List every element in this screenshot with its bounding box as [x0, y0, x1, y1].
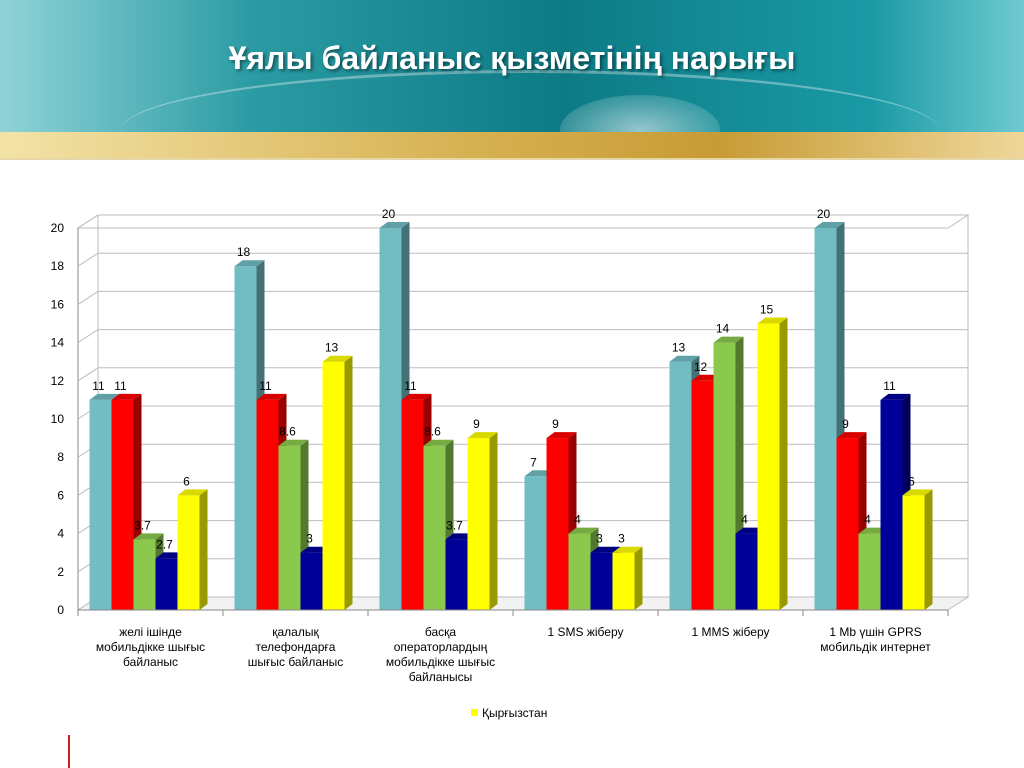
- header-band-line: [0, 158, 1024, 160]
- data-label: 4: [864, 513, 871, 527]
- data-label: 8.6: [424, 425, 441, 439]
- data-label: 15: [760, 303, 774, 317]
- bar: [177, 489, 208, 610]
- data-label: 6: [183, 474, 190, 488]
- data-label: 9: [552, 417, 559, 431]
- bar: [568, 527, 599, 610]
- y-tick-label: 12: [51, 374, 65, 388]
- y-tick-label: 4: [57, 527, 64, 541]
- data-label: 8.6: [279, 425, 296, 439]
- gridline: [77, 329, 968, 344]
- data-label: 14: [716, 322, 730, 336]
- data-label: 20: [382, 207, 396, 221]
- data-label: 13: [325, 341, 339, 355]
- category-label: мобильдік интернет: [820, 640, 931, 654]
- data-label: 12: [694, 360, 708, 374]
- data-label: 3: [618, 532, 625, 546]
- bar: [612, 546, 643, 610]
- bar: [111, 393, 142, 610]
- category-label: операторлардың: [394, 640, 488, 654]
- bar: [814, 222, 845, 610]
- data-label: 11: [114, 379, 127, 393]
- data-label: 13: [672, 341, 686, 355]
- gridline: [77, 252, 968, 267]
- data-label: 3.7: [134, 518, 151, 532]
- data-label: 11: [92, 379, 105, 393]
- gridline: [77, 214, 968, 229]
- data-label: 3: [306, 532, 313, 546]
- data-label: 9: [842, 417, 849, 431]
- data-label: 9: [473, 417, 480, 431]
- bar: [322, 355, 353, 610]
- data-label: 2.7: [156, 537, 173, 551]
- y-tick-label: 18: [51, 259, 65, 273]
- y-tick-label: 6: [57, 488, 64, 502]
- gridline: [77, 290, 968, 305]
- y-tick-label: 14: [51, 336, 65, 350]
- y-tick-label: 0: [57, 603, 64, 617]
- data-label: 4: [574, 513, 581, 527]
- data-label: 11: [259, 379, 272, 393]
- slide-header: Ұялы байланыс қызметінің нарығы: [0, 0, 1024, 132]
- data-label: 3: [596, 532, 603, 546]
- data-label: 7: [530, 455, 537, 469]
- category-label: қалалық: [272, 625, 319, 639]
- category-label: байланысы: [409, 670, 473, 684]
- bar: [467, 432, 498, 610]
- data-label: 11: [883, 379, 896, 393]
- y-tick-label: 20: [51, 221, 65, 235]
- category-label: телефондарға: [256, 640, 336, 654]
- data-label: 4: [741, 513, 748, 527]
- header-swoosh-decoration: [120, 70, 940, 132]
- category-label: мобильдікке шығыс: [386, 655, 495, 669]
- category-label: 1 SMS жіберу: [548, 625, 624, 639]
- data-label: 20: [817, 207, 831, 221]
- bar: [757, 317, 788, 610]
- category-label: желі ішінде: [119, 625, 182, 639]
- data-label: 18: [237, 245, 251, 259]
- y-tick-label: 10: [51, 412, 65, 426]
- data-label: 11: [404, 379, 417, 393]
- header-gold-band: [0, 132, 1024, 158]
- left-red-mark: [68, 735, 70, 768]
- category-label: басқа: [425, 625, 457, 639]
- bar: [902, 489, 933, 610]
- y-tick-label: 16: [51, 297, 65, 311]
- legend-label: Қырғызстан: [482, 706, 547, 720]
- y-tick-label: 2: [57, 565, 64, 579]
- data-label: 3.7: [446, 518, 463, 532]
- category-label: 1 Mb үшін GPRS: [829, 625, 921, 639]
- category-label: мобильдікке шығыс: [96, 640, 205, 654]
- y-tick-label: 8: [57, 450, 64, 464]
- slide-title: Ұялы байланыс қызметінің нарығы: [228, 40, 796, 76]
- data-label: 6: [908, 474, 915, 488]
- category-label: 1 MMS жіберу: [692, 625, 770, 639]
- category-label: шығыс байланыс: [248, 655, 344, 669]
- category-label: байланыс: [123, 655, 178, 669]
- legend-swatch: [471, 709, 478, 716]
